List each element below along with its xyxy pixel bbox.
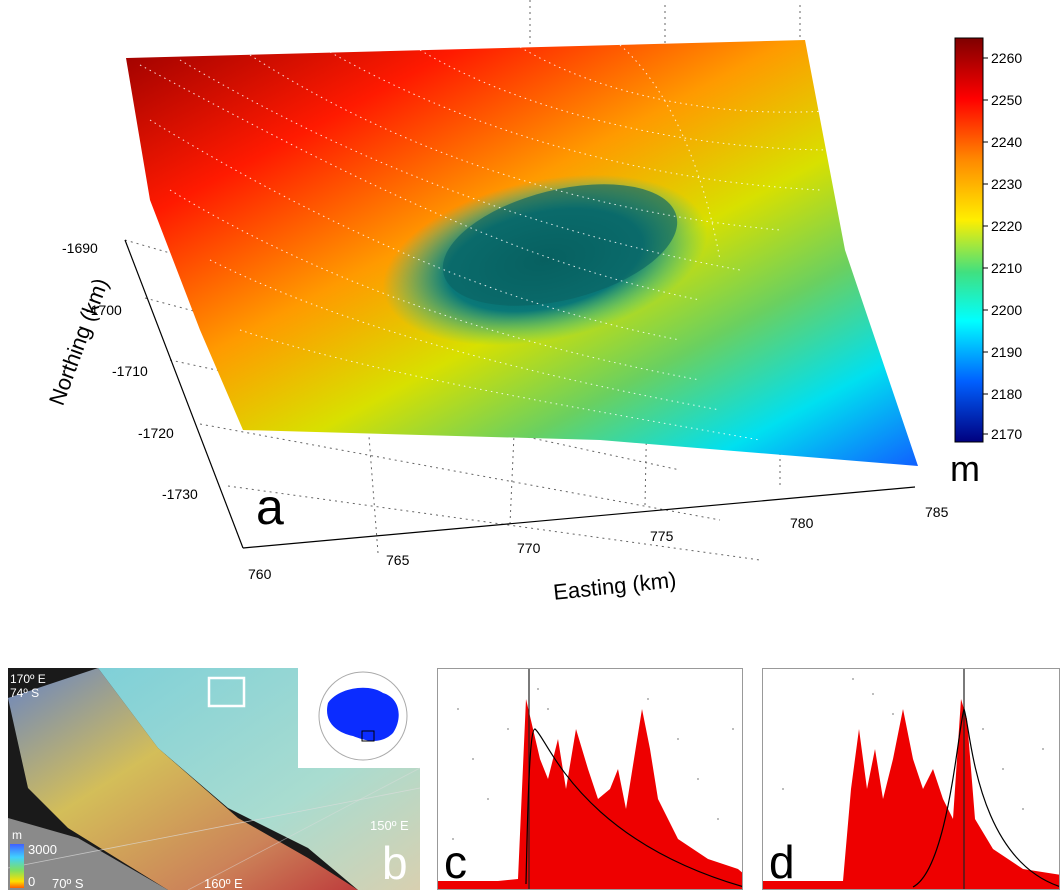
colorbar-tick-2170: 2170 (991, 426, 1023, 442)
colorbar-tick-2260: 2260 (991, 50, 1023, 66)
elevation-legend-bar (10, 844, 24, 888)
transantarctic-mountains (8, 668, 358, 890)
easting-tick: 765 (386, 552, 410, 568)
fit-curve-d (912, 707, 1059, 888)
colorbar (954, 37, 984, 443)
scatter-points (452, 688, 734, 840)
red-signal-d (763, 699, 1059, 889)
panel-letter-b: b (382, 837, 408, 889)
colorbar-tick-2210: 2210 (991, 260, 1023, 276)
legend-unit: m (12, 828, 22, 842)
panel-c: c (437, 668, 743, 890)
easting-tick: 775 (650, 528, 674, 544)
red-signal-c (438, 699, 742, 889)
label-160E: 160º E (204, 876, 243, 890)
northing-tick: -1690 (62, 240, 98, 256)
easting-tick: 780 (790, 515, 814, 531)
colorbar-tick-2190: 2190 (991, 344, 1023, 360)
map-image (8, 668, 420, 890)
inset-location-box (361, 730, 375, 742)
panel-a: 2260 2250 2240 2230 2220 2210 2200 2190 … (44, 0, 1023, 605)
lake-core (442, 184, 678, 306)
fit-curve-c (525, 728, 742, 888)
panel-letter-c: c (444, 836, 467, 888)
northing-tick: -1730 (162, 486, 198, 502)
colorbar-tick-2180: 2180 (991, 386, 1023, 402)
colorbar-tick-2200: 2200 (991, 302, 1023, 318)
flight-tracks (139, 44, 841, 441)
easting-tick: 785 (925, 504, 949, 520)
easting-tick: 760 (248, 566, 272, 582)
colorbar-tick-2250: 2250 (991, 92, 1023, 108)
inset-circle (318, 671, 408, 761)
northing-tick: -1720 (138, 425, 174, 441)
panel-letter-d: d (769, 836, 795, 888)
label-150E: 150º E (370, 818, 409, 833)
study-area-box (207, 676, 246, 708)
scatter-points (782, 678, 1044, 810)
legend-max: 3000 (28, 842, 57, 857)
colorbar-tick-2240: 2240 (991, 134, 1023, 150)
antarctica-outline (327, 687, 399, 741)
radar-profile-d (763, 669, 1059, 889)
colorbar-tick-2230: 2230 (991, 176, 1023, 192)
label-74S: 74º S (10, 686, 40, 700)
label-70S: 70º S (52, 876, 84, 890)
easting-tick: 770 (517, 540, 541, 556)
panel-d: d (762, 668, 1060, 890)
colorbar-ticks (983, 57, 988, 435)
northing-tick: -1700 (86, 302, 122, 318)
legend-min: 0 (28, 874, 36, 889)
surface-plot (124, 0, 988, 561)
panel-b: 170º E 74º S 150º E 70º S 160º E m 3000 … (8, 668, 420, 890)
colorbar-tick-2220: 2220 (991, 218, 1023, 234)
panel-letter-a: a (256, 479, 284, 535)
axes-box (124, 239, 916, 549)
sea-ice (8, 818, 168, 890)
colorbar-unit: m (950, 448, 980, 489)
radar-profile-c (438, 669, 742, 889)
northing-tick: -1710 (112, 363, 148, 379)
label-170E: 170º E (10, 672, 46, 686)
